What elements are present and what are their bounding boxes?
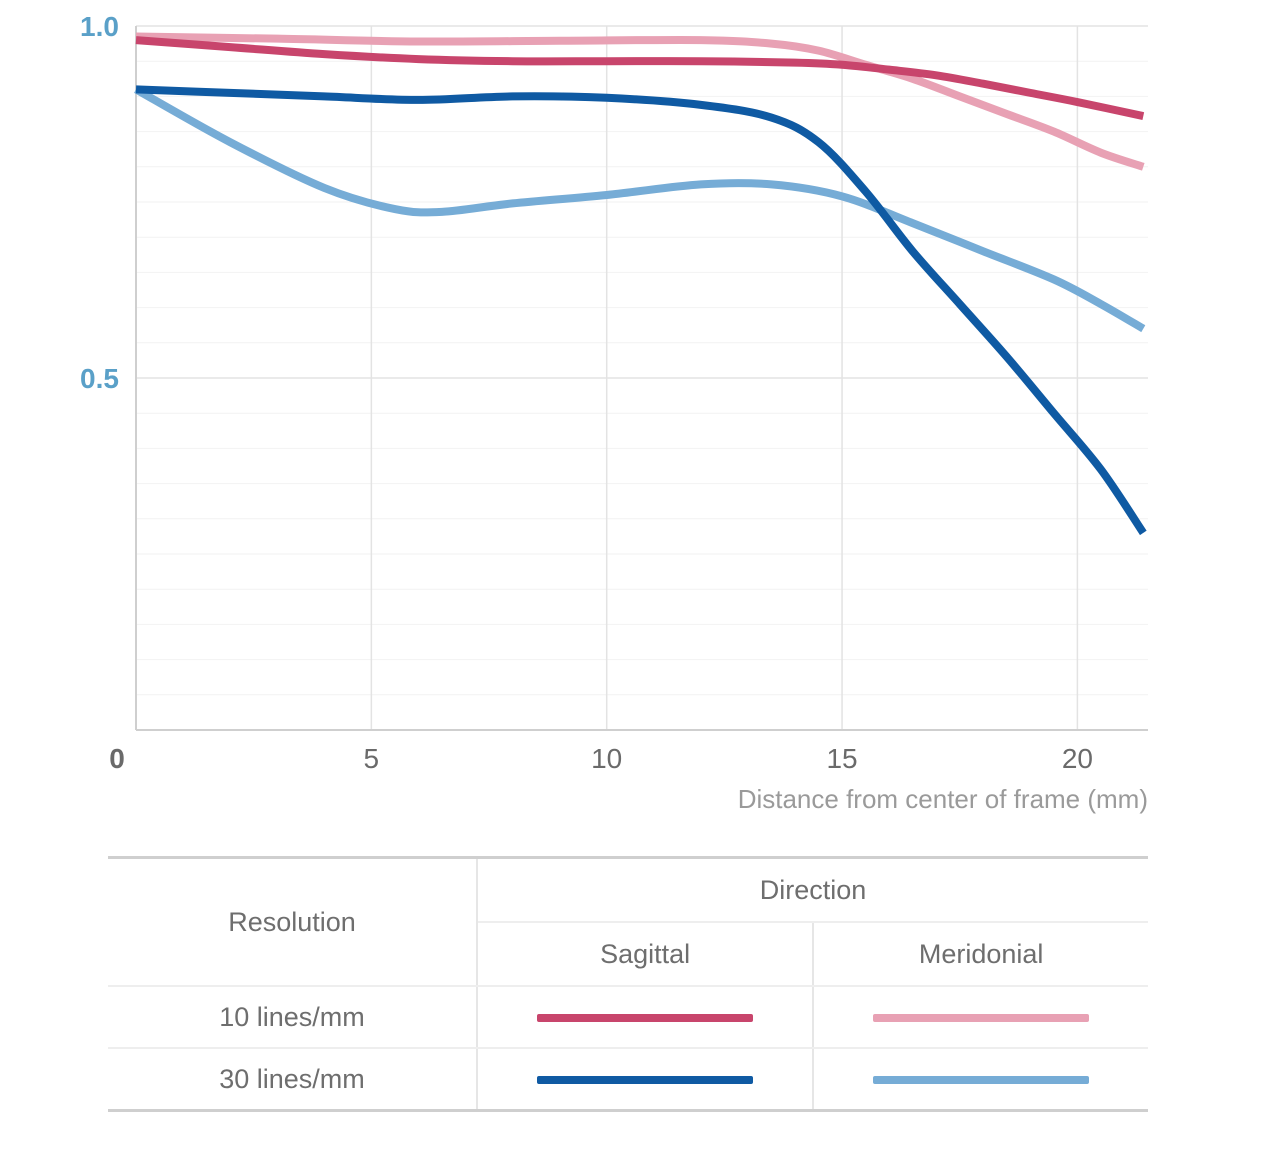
origin-label: 0 xyxy=(109,743,125,774)
x-tick-label: 5 xyxy=(364,743,380,774)
series-line-10-meridional xyxy=(135,32,1145,171)
legend-row-10lpmm: 10 lines/mm xyxy=(108,986,1148,1049)
swatch-30-meridional xyxy=(873,1076,1090,1085)
grid xyxy=(136,25,1148,730)
swatch-10-sagittal xyxy=(537,1014,754,1023)
legend-row-label: 30 lines/mm xyxy=(108,1048,478,1112)
series-line-30-meridional xyxy=(134,85,1146,333)
mtf-chart: 0.5 1.0 0 5 10 15 20 Distance from center of f… xyxy=(80,11,1148,814)
x-tick-label: 10 xyxy=(591,743,622,774)
x-tick-label: 20 xyxy=(1062,743,1093,774)
legend-row-30lpmm: 30 lines/mm xyxy=(108,1048,1148,1112)
direction-header: Direction xyxy=(477,856,1148,923)
axes xyxy=(135,26,1148,731)
series-lines xyxy=(134,32,1147,536)
sagittal-header: Sagittal xyxy=(477,922,815,987)
legend-table: Resolution Direction Sagittal Meridonial… xyxy=(108,856,1148,1112)
y-tick-label: 1.0 xyxy=(80,11,119,42)
meridional-header: Meridonial xyxy=(813,922,1148,987)
x-axis-label: Distance from center of frame (mm) xyxy=(738,784,1148,814)
series-line-30-sagittal xyxy=(135,85,1147,536)
x-tick-label: 15 xyxy=(826,743,857,774)
series-line-10-sagittal xyxy=(135,36,1145,121)
tick-labels: 0.5 1.0 0 5 10 15 20 xyxy=(80,11,1093,774)
swatch-10-meridional xyxy=(873,1014,1090,1023)
legend-row-label: 10 lines/mm xyxy=(108,986,478,1049)
resolution-header: Resolution xyxy=(108,856,478,987)
swatch-30-sagittal xyxy=(537,1076,754,1085)
y-tick-label: 0.5 xyxy=(80,363,119,394)
